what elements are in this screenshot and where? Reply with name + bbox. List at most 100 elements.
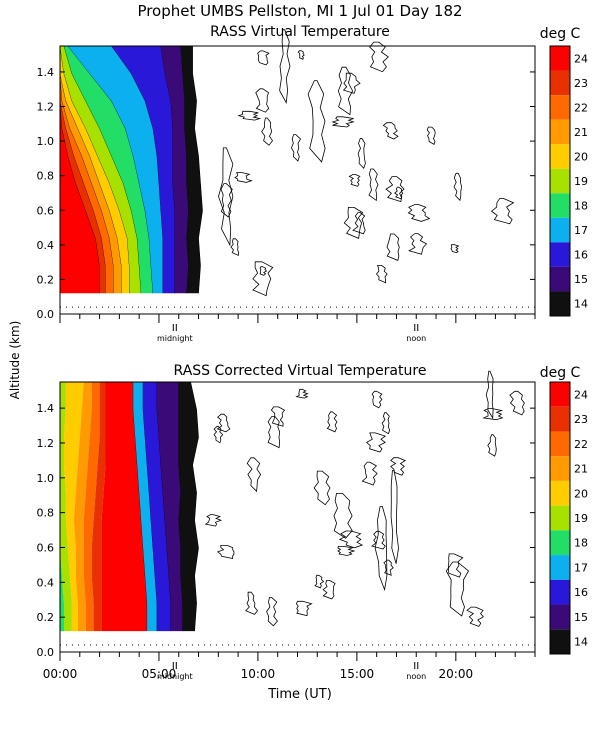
contour-outline [307, 80, 326, 163]
temperature-band-24 [60, 46, 100, 294]
colorbar-tick-label: 20 [574, 150, 588, 163]
contour-outline [261, 117, 273, 146]
colorbar-swatch [550, 629, 570, 654]
contour-outline [279, 29, 291, 105]
temperature-band-21 [73, 382, 92, 632]
contour-outline [326, 411, 338, 433]
contour-outline [445, 561, 470, 617]
temperature-band-24 [101, 382, 148, 632]
contour-outline [342, 72, 361, 94]
y-tick-label: 0.4 [37, 576, 55, 589]
y-tick-label: 0.8 [37, 507, 55, 520]
colorbar-swatch [550, 431, 570, 457]
contour-outline [490, 198, 515, 225]
y-tick-label: 0.2 [37, 273, 55, 286]
contour-outline [485, 370, 494, 420]
contour-outline [426, 126, 436, 145]
temperature-band-16 [111, 46, 175, 294]
colorbar-tick-label: 18 [574, 537, 588, 550]
colorbar-tick-label: 17 [574, 561, 588, 574]
temperature-band-18 [64, 46, 153, 294]
y-tick-label: 1.2 [37, 101, 55, 114]
colorbar-label: deg C [540, 365, 581, 381]
contour-outline [246, 457, 262, 493]
contour-outline [466, 606, 484, 627]
colorbar-tick-label: 23 [574, 413, 588, 426]
contour-outline [447, 553, 464, 578]
contour-outline [213, 425, 224, 444]
x-tick-label: 20:00 [439, 667, 474, 681]
contour-outline [252, 261, 274, 297]
contour-outline [255, 88, 270, 113]
colorbar-swatch [550, 291, 570, 316]
colorbar-swatch [550, 530, 570, 556]
colorbar-swatch [550, 46, 570, 71]
temperature-band-15 [160, 46, 189, 294]
colorbar-swatch [550, 604, 570, 630]
contour-outline [314, 574, 325, 589]
contour-outline [270, 406, 286, 427]
colorbar-tick-label: 14 [574, 636, 588, 649]
colorbar-swatch [550, 456, 570, 481]
temperature-band-21 [60, 46, 122, 294]
contour-outline [394, 186, 404, 200]
contour-outline [267, 416, 281, 449]
colorbar-tick-label: 19 [574, 175, 588, 188]
colorbar-swatch [550, 168, 570, 194]
panel-title: RASS Virtual Temperature [210, 24, 390, 40]
contour-outline [390, 470, 399, 564]
contour-outline [259, 266, 268, 276]
colorbar-tick-label: 23 [574, 77, 588, 90]
colorbar-tick-label: 22 [574, 101, 588, 114]
contour-outline [331, 116, 355, 128]
panel-title: RASS Corrected Virtual Temperature [174, 363, 427, 379]
contour-outline [295, 388, 309, 399]
colorbar-frame [549, 45, 571, 317]
contour-line [192, 46, 203, 294]
colorbar-swatch [550, 119, 570, 145]
y-tick-label: 1.0 [37, 135, 55, 148]
colorbar-tick-label: 16 [574, 249, 588, 262]
y-tick-label: 1.4 [37, 66, 55, 79]
colorbar-swatch [550, 579, 570, 605]
temperature-band-17 [133, 382, 157, 632]
contour-outline [237, 110, 262, 121]
contour-outline [369, 41, 389, 73]
colorbar-tick-label: 19 [574, 512, 588, 525]
y-tick-label: 0.6 [37, 204, 55, 217]
contour-outline [218, 147, 234, 247]
temperature-band-14 [180, 46, 203, 294]
contour-outline [382, 122, 399, 140]
contour-outline [371, 530, 386, 550]
colorbar-swatch [550, 70, 570, 96]
contour-outline [407, 204, 431, 222]
temperature-band-22 [83, 382, 100, 632]
contour-outline [313, 470, 331, 506]
contour-outline [390, 457, 407, 476]
contour-outline [383, 559, 394, 576]
y-tick-label: 1.0 [37, 472, 55, 485]
y-axis-label: Altitude (km) [8, 321, 22, 400]
colorbar-tick-label: 15 [574, 611, 588, 624]
contour-outline [352, 212, 366, 235]
contour-outline [337, 546, 356, 556]
y-tick-label: 0.8 [37, 170, 55, 183]
contour-outline [375, 265, 388, 284]
contour-outline [386, 233, 400, 261]
colorbar-tick-label: 15 [574, 273, 588, 286]
colorbar-tick-label: 21 [574, 126, 588, 139]
colorbar-frame [549, 381, 571, 655]
temperature-band-15 [157, 382, 183, 632]
colorbar-swatch [550, 406, 570, 432]
x-tick-label: 15:00 [340, 667, 375, 681]
colorbar-tick-label: 20 [574, 487, 588, 500]
contour-outline [266, 597, 278, 627]
contour-outline [348, 174, 361, 187]
colorbar-tick-label: 14 [574, 298, 588, 311]
contour-outline [371, 390, 383, 409]
colorbar-swatch [550, 480, 570, 506]
colorbar-swatch [550, 193, 570, 218]
contour-outline [343, 207, 364, 239]
contour-outline [338, 530, 364, 549]
colorbar-swatch [550, 382, 570, 407]
